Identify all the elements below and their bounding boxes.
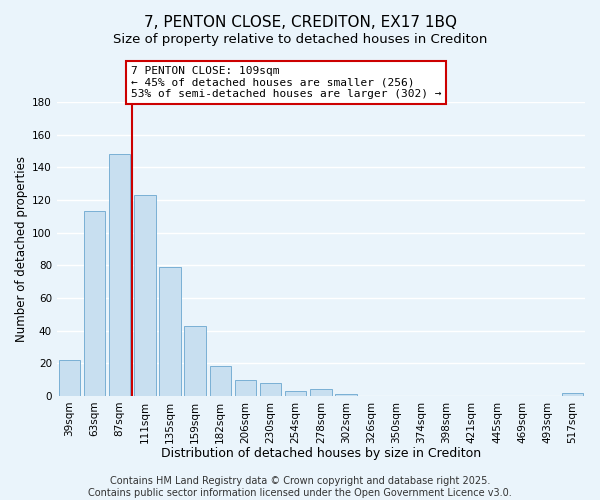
Bar: [184, 326, 206, 396]
Bar: [84, 212, 105, 396]
Bar: [235, 380, 256, 396]
Bar: [109, 154, 130, 396]
Text: Size of property relative to detached houses in Crediton: Size of property relative to detached ho…: [113, 32, 487, 46]
Bar: [134, 195, 155, 396]
Bar: [59, 360, 80, 396]
Bar: [260, 383, 281, 396]
Bar: [209, 366, 231, 396]
Text: Contains HM Land Registry data © Crown copyright and database right 2025.
Contai: Contains HM Land Registry data © Crown c…: [88, 476, 512, 498]
Bar: [310, 390, 332, 396]
Bar: [159, 267, 181, 396]
Text: 7, PENTON CLOSE, CREDITON, EX17 1BQ: 7, PENTON CLOSE, CREDITON, EX17 1BQ: [143, 15, 457, 30]
Bar: [285, 391, 307, 396]
Text: 7 PENTON CLOSE: 109sqm
← 45% of detached houses are smaller (256)
53% of semi-de: 7 PENTON CLOSE: 109sqm ← 45% of detached…: [131, 66, 441, 99]
Y-axis label: Number of detached properties: Number of detached properties: [15, 156, 28, 342]
Bar: [562, 392, 583, 396]
X-axis label: Distribution of detached houses by size in Crediton: Distribution of detached houses by size …: [161, 447, 481, 460]
Bar: [335, 394, 357, 396]
